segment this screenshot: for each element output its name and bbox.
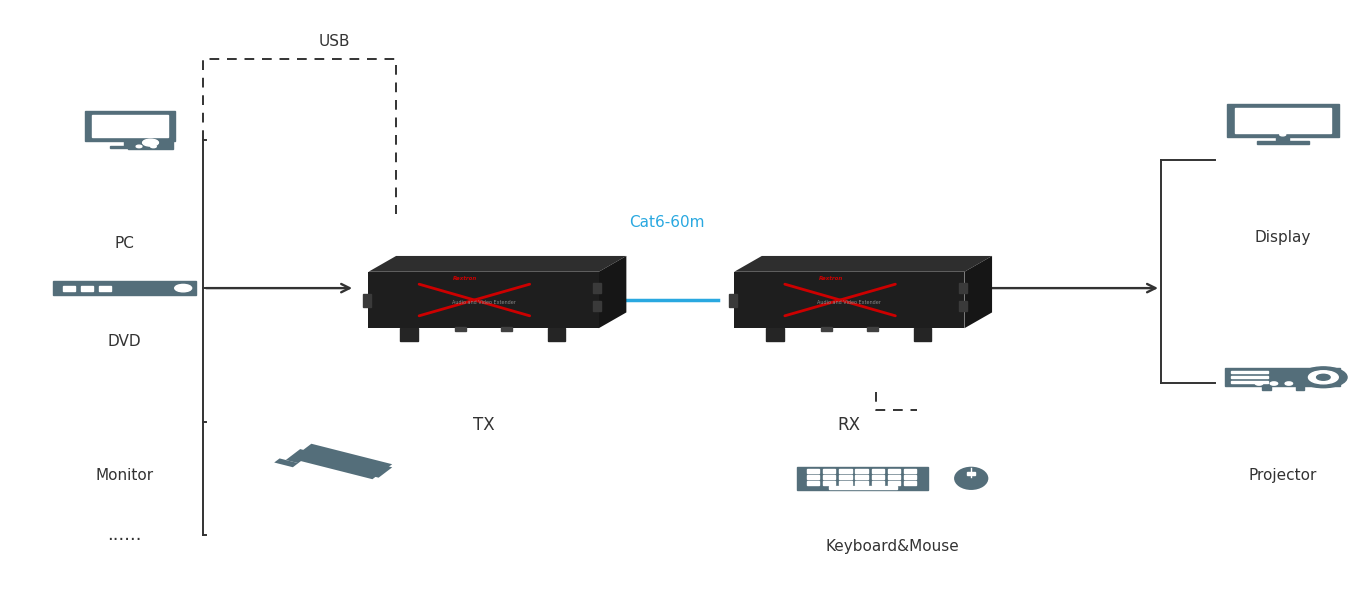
Bar xyxy=(86,111,175,141)
Bar xyxy=(456,327,466,331)
Circle shape xyxy=(143,139,158,146)
Bar xyxy=(872,475,884,479)
Circle shape xyxy=(1270,382,1277,385)
Bar xyxy=(839,481,851,485)
Bar xyxy=(92,115,167,137)
Bar xyxy=(548,328,566,341)
Polygon shape xyxy=(291,444,392,479)
Circle shape xyxy=(174,284,192,292)
Bar xyxy=(1225,368,1341,386)
Bar xyxy=(904,481,917,485)
Bar xyxy=(53,281,196,295)
Bar xyxy=(888,481,900,485)
Circle shape xyxy=(1285,382,1292,385)
Bar xyxy=(839,469,851,473)
Bar xyxy=(806,475,819,479)
Bar xyxy=(904,475,917,479)
Bar xyxy=(63,286,75,290)
Bar xyxy=(1262,386,1270,390)
Bar xyxy=(1276,136,1289,142)
Text: Cat6-60m: Cat6-60m xyxy=(628,215,704,230)
Text: RX: RX xyxy=(838,416,861,434)
Bar xyxy=(593,283,601,293)
Bar xyxy=(806,469,819,473)
Bar xyxy=(135,118,162,121)
Bar xyxy=(99,286,112,290)
Circle shape xyxy=(136,145,141,148)
Bar xyxy=(904,469,917,473)
Polygon shape xyxy=(734,272,964,328)
Polygon shape xyxy=(369,272,598,328)
Bar xyxy=(855,481,868,485)
Text: DVD: DVD xyxy=(107,334,141,349)
Text: USB: USB xyxy=(318,34,351,49)
Bar xyxy=(1227,104,1338,137)
Bar xyxy=(855,475,868,479)
Bar xyxy=(959,301,967,311)
Text: Projector: Projector xyxy=(1248,468,1316,483)
Ellipse shape xyxy=(955,467,989,490)
Bar xyxy=(872,469,884,473)
Bar xyxy=(766,328,783,341)
Polygon shape xyxy=(369,256,627,272)
Bar xyxy=(128,114,173,149)
Bar xyxy=(821,327,832,331)
Bar xyxy=(1235,109,1331,133)
Text: Display: Display xyxy=(1254,230,1311,245)
Bar xyxy=(1231,381,1268,383)
Bar xyxy=(502,327,513,331)
Polygon shape xyxy=(734,256,991,272)
Text: Monitor: Monitor xyxy=(95,468,154,483)
Polygon shape xyxy=(598,256,627,328)
Text: ......: ...... xyxy=(107,526,141,544)
Bar xyxy=(914,328,932,341)
Bar xyxy=(823,481,835,485)
Text: PC: PC xyxy=(114,236,135,251)
Circle shape xyxy=(1308,371,1338,384)
Circle shape xyxy=(1300,367,1346,388)
Text: Rextron: Rextron xyxy=(819,276,843,281)
Text: Rextron: Rextron xyxy=(453,276,477,281)
Polygon shape xyxy=(286,449,313,463)
Text: TX: TX xyxy=(473,416,495,434)
Bar xyxy=(110,146,150,148)
Bar xyxy=(888,475,900,479)
Circle shape xyxy=(1280,133,1285,136)
Circle shape xyxy=(151,145,156,148)
Polygon shape xyxy=(964,256,991,328)
Circle shape xyxy=(1316,374,1330,380)
Bar xyxy=(967,472,975,475)
Bar xyxy=(729,295,737,307)
Bar xyxy=(872,481,884,485)
Bar xyxy=(855,469,868,473)
Bar xyxy=(797,467,929,490)
Bar xyxy=(82,286,92,290)
Bar xyxy=(135,131,162,134)
Bar xyxy=(400,328,418,341)
Bar xyxy=(888,469,900,473)
Bar xyxy=(135,124,162,128)
Bar xyxy=(1231,371,1268,373)
Bar xyxy=(806,481,819,485)
Bar xyxy=(866,327,877,331)
Bar xyxy=(1257,142,1308,144)
Text: Audio and Video Extender: Audio and Video Extender xyxy=(817,301,881,305)
Text: Keyboard&Mouse: Keyboard&Mouse xyxy=(826,539,960,554)
Bar xyxy=(839,475,851,479)
Polygon shape xyxy=(275,458,298,467)
Circle shape xyxy=(1255,382,1262,385)
Bar xyxy=(593,301,601,311)
Bar xyxy=(1296,386,1304,390)
Bar xyxy=(124,141,136,146)
Text: Audio and Video Extender: Audio and Video Extender xyxy=(452,301,515,305)
Bar xyxy=(1231,376,1268,378)
Bar xyxy=(363,295,371,307)
Bar xyxy=(959,283,967,293)
Bar xyxy=(823,469,835,473)
Polygon shape xyxy=(348,460,392,478)
Bar xyxy=(828,486,898,488)
Bar xyxy=(823,475,835,479)
